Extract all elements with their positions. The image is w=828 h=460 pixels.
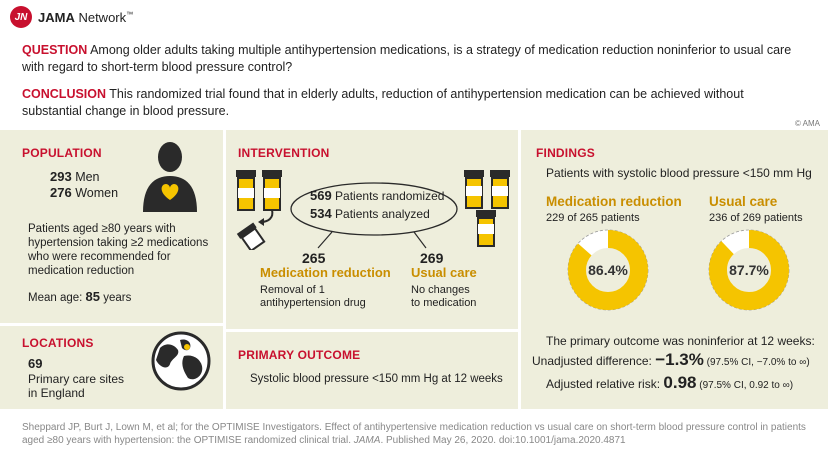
globe-icon xyxy=(151,331,211,391)
donut-arm1: 86.4% xyxy=(567,229,649,311)
mean-age-unit: years xyxy=(100,292,132,304)
findings-title: FINDINGS xyxy=(536,146,595,160)
primary-outcome-title: PRIMARY OUTCOME xyxy=(238,348,361,362)
adjusted-line: Adjusted relative risk: 0.98 (97.5% CI, … xyxy=(546,373,794,393)
unadjusted-value: −1.3% xyxy=(655,350,704,369)
copyright: © AMA xyxy=(794,119,820,128)
pill-bottles-left-icon xyxy=(236,170,282,211)
randomized-line: 569 Patients randomized xyxy=(310,188,445,204)
population-panel xyxy=(0,130,223,323)
men-count: 293 xyxy=(50,169,72,184)
donut-arm2: 87.7% xyxy=(708,229,790,311)
randomization-ellipse xyxy=(290,182,458,236)
arm2-desc2: to medication xyxy=(411,297,477,309)
question-text: QUESTION Among older adults taking multi… xyxy=(22,42,802,76)
unadjusted-line: Unadjusted difference: −1.3% (97.5% CI, … xyxy=(532,350,810,370)
arm1-name: Medication reduction xyxy=(260,265,391,280)
intervention-divider xyxy=(226,329,518,332)
men-count-line: 293 Men xyxy=(50,169,100,185)
locations-title: LOCATIONS xyxy=(22,336,94,350)
analyzed-line: 534 Patients analyzed xyxy=(310,206,430,222)
women-label: Women xyxy=(75,186,119,200)
removed-bottle-icon xyxy=(236,222,266,250)
question-body: Among older adults taking multiple antih… xyxy=(22,43,792,74)
person-heart-icon xyxy=(143,142,197,212)
donut-arm2-label: 87.7% xyxy=(729,262,769,278)
conclusion-text: CONCLUSION This randomized trial found t… xyxy=(22,86,802,120)
findings-arm2-name: Usual care xyxy=(709,194,778,209)
women-count: 276 xyxy=(50,185,72,200)
mean-age-line: Mean age: 85 years xyxy=(28,290,131,305)
donut-arm1-arc xyxy=(568,230,648,310)
conclusion-label: CONCLUSION xyxy=(22,87,107,101)
randomized-label: Patients randomized xyxy=(331,189,445,203)
pill-bottles-right-icon xyxy=(464,170,510,247)
arm2-count: 269 xyxy=(420,250,444,266)
question-label: QUESTION xyxy=(22,43,88,57)
population-description: Patients aged ≥80 years with hypertensio… xyxy=(28,223,209,277)
intervention-title: INTERVENTION xyxy=(238,146,330,160)
findings-arm2-detail: 236 of 269 patients xyxy=(709,212,803,224)
citation: Sheppard JP, Burt J, Lown M, et al; for … xyxy=(22,421,822,447)
adjusted-label: Adjusted relative risk: xyxy=(546,377,664,391)
citation-text: Sheppard JP, Burt J, Lown M, et al; for … xyxy=(22,422,806,446)
trademark: ™ xyxy=(126,11,134,19)
brand-name: JAMA Network™ xyxy=(38,10,133,25)
donut-arm2-arc xyxy=(709,230,789,310)
citation-rest: . Published May 26, 2020. doi:10.1001/ja… xyxy=(380,435,626,446)
noninferior-statement: The primary outcome was noninferior at 1… xyxy=(546,334,815,348)
arm1-desc2: antihypertension drug xyxy=(260,297,366,309)
brand-name-rest: Network xyxy=(74,9,127,25)
men-label: Men xyxy=(75,170,100,184)
randomized-count: 569 xyxy=(310,188,332,203)
mean-age-label: Mean age: xyxy=(28,292,86,304)
analyzed-count: 534 xyxy=(310,206,332,221)
locations-line1: Primary care sites xyxy=(28,372,125,386)
adjusted-value: 0.98 xyxy=(663,373,697,392)
brand-name-bold: JAMA xyxy=(38,9,75,25)
analyzed-label: Patients analyzed xyxy=(331,207,430,221)
arm1-count: 265 xyxy=(302,250,326,266)
unadjusted-ci: (97.5% CI, −7.0% to ∞) xyxy=(703,357,810,368)
locations-line2: in England xyxy=(28,386,85,400)
population-title: POPULATION xyxy=(22,146,102,160)
donut-arm1-label: 86.4% xyxy=(588,262,628,278)
women-count-line: 276 Women xyxy=(50,185,119,201)
curved-arrow-icon xyxy=(258,209,274,226)
jama-network-logo[interactable]: JN JAMA Network™ xyxy=(10,6,133,28)
unadjusted-label: Unadjusted difference: xyxy=(532,354,656,368)
findings-arm1-detail: 229 of 265 patients xyxy=(546,212,640,224)
findings-arm1-name: Medication reduction xyxy=(546,194,682,209)
arm1-desc1: Removal of 1 xyxy=(260,284,325,296)
citation-journal: JAMA xyxy=(353,435,381,446)
adjusted-ci: (97.5% CI, 0.92 to ∞) xyxy=(696,380,794,391)
mean-age-value: 85 xyxy=(85,289,101,304)
conclusion-body: This randomized trial found that in elde… xyxy=(22,87,744,118)
findings-subtitle: Patients with systolic blood pressure <1… xyxy=(546,166,812,180)
locations-count: 69 xyxy=(28,356,43,371)
split-lines xyxy=(317,232,427,249)
jn-logo-mark: JN xyxy=(10,6,32,28)
arm2-name: Usual care xyxy=(411,265,477,280)
primary-outcome-text: Systolic blood pressure <150 mm Hg at 12… xyxy=(250,373,503,385)
arm2-desc1: No changes xyxy=(411,284,470,296)
